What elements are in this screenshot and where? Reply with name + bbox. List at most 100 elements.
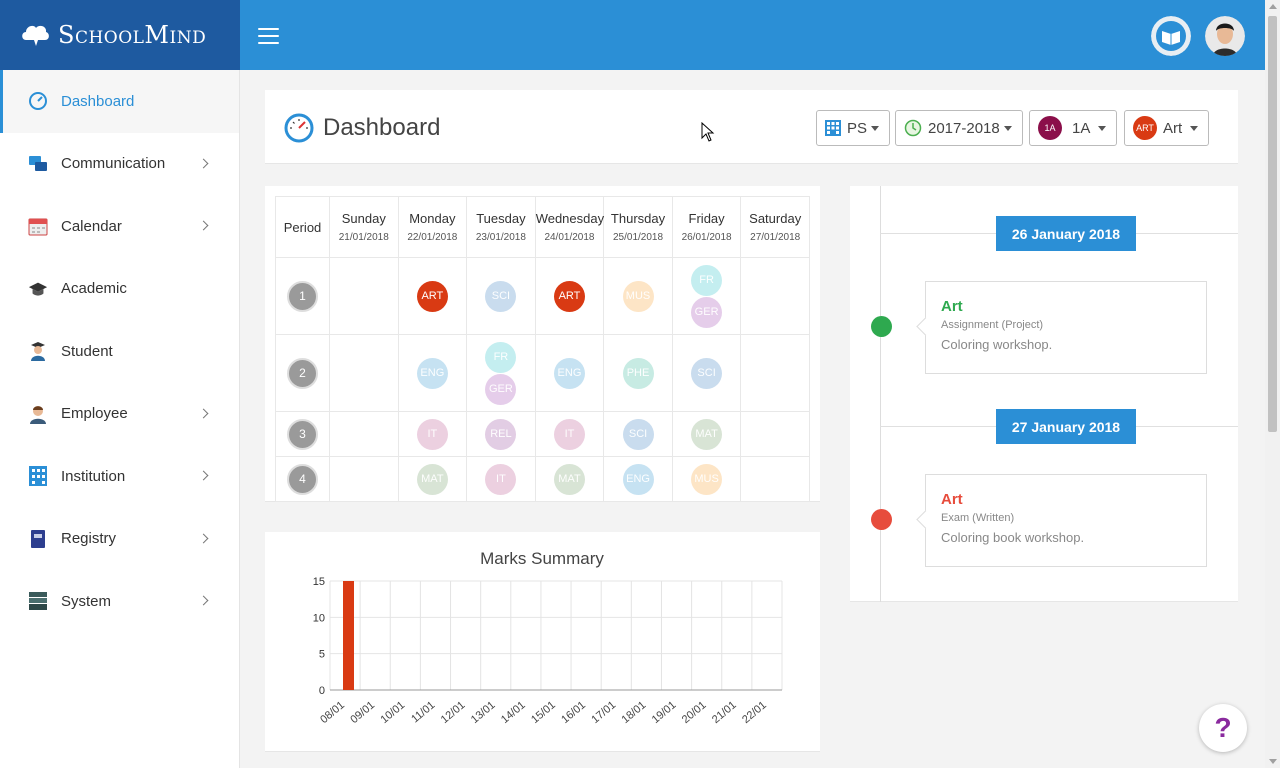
x-tick-label: 22/01 xyxy=(740,699,769,726)
y-tick-label: 15 xyxy=(313,576,325,588)
brand-name: SchoolMind xyxy=(58,21,207,49)
subject-badge[interactable]: MAT xyxy=(691,418,723,450)
day-date: 22/01/2018 xyxy=(407,232,458,243)
timetable-cell[interactable]: SCI xyxy=(603,411,673,457)
class-selector-label: 1A xyxy=(1072,119,1091,137)
timetable: Period Sunday 21/01/2018 Monday 22/01/2018 T… xyxy=(275,196,810,502)
x-tick-label: 12/01 xyxy=(439,699,468,726)
sidebar-item-calendar[interactable]: Calendar xyxy=(0,195,239,258)
subject-badge[interactable]: SCI xyxy=(691,357,723,389)
help-button[interactable]: ? xyxy=(1199,704,1247,752)
timetable-cell[interactable]: MUS xyxy=(603,257,673,335)
subject-selector[interactable]: ART Art xyxy=(1124,110,1210,146)
menu-toggle-button[interactable] xyxy=(258,28,279,44)
dashboard-gauge-icon xyxy=(284,113,314,143)
period-cell: 1 xyxy=(275,257,330,335)
sidebar-item-communication[interactable]: Communication xyxy=(0,133,239,196)
subject-badge[interactable]: GER xyxy=(691,296,723,328)
user-avatar[interactable] xyxy=(1205,16,1245,56)
subject-badge[interactable]: IT xyxy=(485,463,517,495)
chart-title: Marks Summary xyxy=(480,549,604,568)
day-header: Monday 22/01/2018 xyxy=(397,196,468,258)
period-cell: 3 xyxy=(275,411,330,457)
sidebar-item-academic[interactable]: Academic xyxy=(0,258,239,321)
subject-badge[interactable]: IT xyxy=(553,418,585,450)
subject-badge[interactable]: FR xyxy=(485,341,517,373)
class-selector[interactable]: 1A 1A xyxy=(1029,110,1118,146)
subject-badge[interactable]: ART xyxy=(553,280,585,312)
timetable-cell[interactable]: IT xyxy=(534,411,605,457)
timetable-row: 1 ART SCI ART MUS FR GER xyxy=(275,257,810,335)
timetable-cell[interactable]: MAT xyxy=(397,456,468,502)
timetable-cell[interactable]: ENG xyxy=(603,456,673,502)
day-date: 24/01/2018 xyxy=(544,232,595,243)
sidebar-item-dashboard[interactable]: Dashboard xyxy=(0,70,239,133)
sidebar-item-employee[interactable]: Employee xyxy=(0,383,239,446)
sidebar-item-institution[interactable]: Institution xyxy=(0,445,239,508)
subject-badge[interactable]: ART xyxy=(416,280,448,312)
marks-summary-card: Marks Summary 0 5 10 15 08/01 09/01 10/01 11/01 1… xyxy=(265,532,820,752)
scroll-up-icon[interactable] xyxy=(1269,4,1277,9)
day-name: Wednesday xyxy=(535,211,605,226)
subject-badge[interactable]: ENG xyxy=(416,357,448,389)
timetable-cell[interactable]: ENG xyxy=(534,334,605,412)
timeline-dot xyxy=(871,316,892,337)
sidebar-item-registry[interactable]: Registry xyxy=(0,508,239,571)
book-icon xyxy=(28,529,48,549)
timetable-cell[interactable]: REL xyxy=(466,411,536,457)
timetable-cell[interactable]: SCI xyxy=(466,257,536,335)
period-number: 2 xyxy=(287,357,318,389)
user-photo-icon xyxy=(1205,16,1245,56)
timetable-cell[interactable]: IT xyxy=(466,456,536,502)
chevron-right-icon xyxy=(198,220,209,231)
subject-badge[interactable]: MUS xyxy=(622,280,654,312)
timeline-date: 26 January 2018 xyxy=(996,216,1136,251)
page-scrollbar[interactable] xyxy=(1265,0,1280,768)
chevron-right-icon xyxy=(198,470,209,481)
subject-badge[interactable]: SCI xyxy=(622,418,654,450)
subject-badge[interactable]: IT xyxy=(416,418,448,450)
grid-building-icon xyxy=(825,120,841,136)
timetable-cell[interactable]: FR GER xyxy=(466,334,536,412)
event-type: Assignment (Project) xyxy=(941,319,1044,331)
timetable-row: 2 ENG FR GER ENG PHE SCI xyxy=(275,334,810,412)
subject-badge[interactable]: ENG xyxy=(622,463,654,495)
mouse-cursor-icon xyxy=(701,122,715,142)
subject-badge[interactable]: REL xyxy=(485,418,517,450)
subject-badge[interactable]: GER xyxy=(485,373,517,405)
day-name: Friday xyxy=(688,211,725,226)
timetable-cell[interactable]: ART xyxy=(534,257,605,335)
school-logo-avatar[interactable] xyxy=(1151,16,1191,56)
sidebar-item-system[interactable]: System xyxy=(0,570,239,633)
school-selector-label: PS xyxy=(847,119,868,137)
sidebar-item-student[interactable]: Student xyxy=(0,320,239,383)
timetable-cell[interactable]: IT xyxy=(397,411,468,457)
scroll-down-icon[interactable] xyxy=(1269,759,1277,764)
timeline-event[interactable]: Art Exam (Written) Coloring book worksho… xyxy=(925,474,1207,567)
subject-badge[interactable]: SCI xyxy=(485,280,517,312)
school-selector[interactable]: PS xyxy=(816,110,891,146)
subject-badge[interactable]: MUS xyxy=(691,463,723,495)
timetable-cell[interactable]: PHE xyxy=(603,334,673,412)
subject-badge[interactable]: ENG xyxy=(553,357,585,389)
timetable-cell xyxy=(329,411,399,457)
subject-badge[interactable]: MAT xyxy=(553,463,585,495)
timeline-event[interactable]: Art Assignment (Project) Coloring worksh… xyxy=(925,281,1207,374)
timetable-cell[interactable]: FR GER xyxy=(671,257,742,335)
timetable-cell[interactable]: MUS xyxy=(671,456,742,502)
scroll-thumb[interactable] xyxy=(1268,16,1277,432)
timetable-cell[interactable]: MAT xyxy=(671,411,742,457)
subject-badge[interactable]: MAT xyxy=(416,463,448,495)
timeline-date: 27 January 2018 xyxy=(996,409,1136,444)
timetable-cell[interactable]: MAT xyxy=(534,456,605,502)
timetable-cell[interactable]: ART xyxy=(397,257,468,335)
brand-logo[interactable]: SchoolMind xyxy=(0,0,240,70)
timetable-cell[interactable]: ENG xyxy=(397,334,468,412)
year-selector[interactable]: 2017-2018 xyxy=(895,110,1023,146)
subject-badge[interactable]: FR xyxy=(691,264,723,296)
x-tick-label: 19/01 xyxy=(650,699,679,726)
menu-line xyxy=(258,28,279,30)
event-type: Exam (Written) xyxy=(941,512,1015,524)
subject-badge[interactable]: PHE xyxy=(622,357,654,389)
timetable-cell[interactable]: SCI xyxy=(671,334,742,412)
